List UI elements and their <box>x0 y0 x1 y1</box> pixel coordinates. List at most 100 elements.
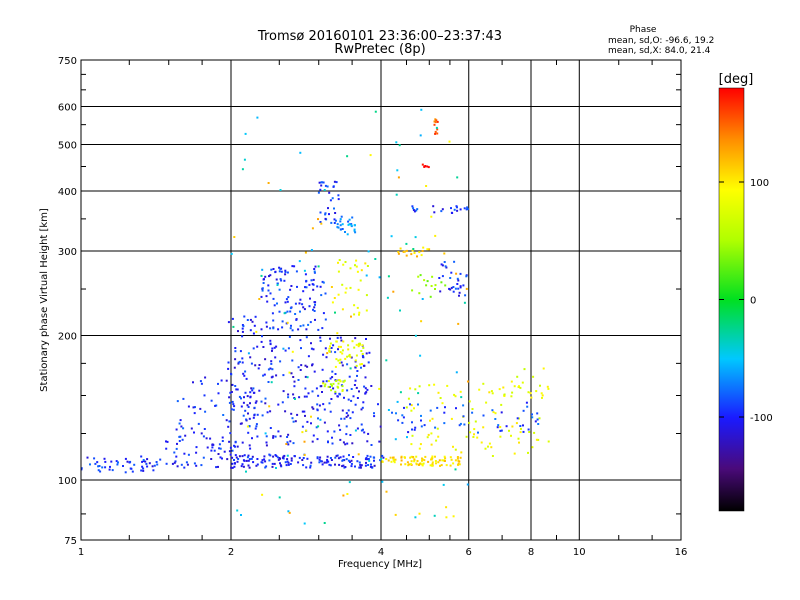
data-point <box>360 429 363 432</box>
data-point <box>303 410 306 413</box>
data-point <box>200 432 203 435</box>
data-point <box>394 438 397 441</box>
data-point <box>289 463 292 465</box>
data-point <box>324 213 327 216</box>
data-point <box>418 463 421 466</box>
data-point <box>351 411 354 414</box>
data-point <box>404 463 407 466</box>
data-point <box>279 464 282 467</box>
data-point <box>319 211 322 214</box>
data-point <box>179 419 182 422</box>
data-point <box>453 393 456 396</box>
data-point <box>332 387 335 390</box>
data-point <box>275 374 278 377</box>
data-point <box>321 391 323 393</box>
data-point <box>264 358 267 361</box>
data-point <box>289 327 292 330</box>
data-point <box>360 464 363 467</box>
data-point <box>209 437 212 440</box>
data-point <box>405 254 408 257</box>
data-point <box>287 296 290 299</box>
data-point <box>333 207 335 210</box>
data-point <box>304 387 307 390</box>
y-tick-label: 300 <box>58 247 77 258</box>
data-point <box>282 374 285 377</box>
data-point <box>369 465 372 468</box>
data-point <box>536 412 539 415</box>
data-point <box>193 412 196 415</box>
data-point <box>338 379 341 381</box>
data-point <box>337 457 340 460</box>
data-point <box>253 324 256 327</box>
data-point <box>380 458 383 461</box>
data-point <box>344 291 347 294</box>
data-point <box>264 432 267 435</box>
data-point <box>429 409 432 412</box>
data-point <box>304 286 306 289</box>
data-point <box>367 432 370 435</box>
x-tick-label: 6 <box>466 547 472 558</box>
data-point <box>289 307 292 310</box>
data-point <box>434 132 437 135</box>
data-point <box>511 425 514 428</box>
data-point <box>413 407 415 410</box>
data-point <box>181 438 184 441</box>
data-point <box>250 362 253 365</box>
data-point <box>457 463 459 466</box>
data-point <box>466 208 469 210</box>
data-point <box>313 268 316 270</box>
data-point <box>285 443 288 445</box>
data-point <box>519 431 522 434</box>
data-point <box>337 261 339 264</box>
data-point <box>321 463 324 466</box>
data-point <box>355 343 358 346</box>
data-point <box>341 228 344 230</box>
data-point <box>348 353 351 356</box>
data-point <box>243 374 246 377</box>
data-point <box>408 463 411 466</box>
data-point <box>260 274 263 277</box>
data-point <box>242 465 245 468</box>
data-point <box>254 401 257 404</box>
data-point <box>310 461 313 464</box>
data-point <box>249 356 252 359</box>
data-point <box>397 252 400 255</box>
data-point <box>311 364 313 367</box>
data-point <box>417 392 420 395</box>
data-point <box>337 226 340 229</box>
data-point <box>435 119 438 122</box>
data-point <box>233 465 236 468</box>
data-point <box>261 287 264 290</box>
data-point <box>279 462 281 465</box>
data-point <box>406 461 409 464</box>
data-point <box>332 185 335 188</box>
data-point <box>321 327 324 330</box>
x-tick-label: 16 <box>675 547 688 558</box>
data-point <box>175 447 178 450</box>
data-point <box>130 467 133 470</box>
data-point <box>193 431 195 434</box>
data-point <box>299 310 301 313</box>
data-point <box>340 345 342 348</box>
data-point <box>236 509 239 512</box>
data-point <box>429 419 431 422</box>
data-point <box>243 158 246 161</box>
data-point <box>236 388 239 391</box>
data-point <box>435 462 437 465</box>
data-point <box>268 275 270 278</box>
data-point <box>468 421 471 424</box>
data-point <box>513 385 516 388</box>
data-point <box>325 380 328 383</box>
data-point <box>228 396 231 399</box>
data-point <box>237 458 240 460</box>
data-point <box>365 391 368 394</box>
data-point <box>211 446 214 449</box>
data-point <box>81 467 83 470</box>
data-point <box>445 506 448 509</box>
data-point <box>270 381 273 384</box>
data-point <box>430 443 433 446</box>
data-point <box>334 373 337 375</box>
data-point <box>529 392 532 395</box>
data-point <box>373 459 375 462</box>
data-point <box>305 328 308 331</box>
